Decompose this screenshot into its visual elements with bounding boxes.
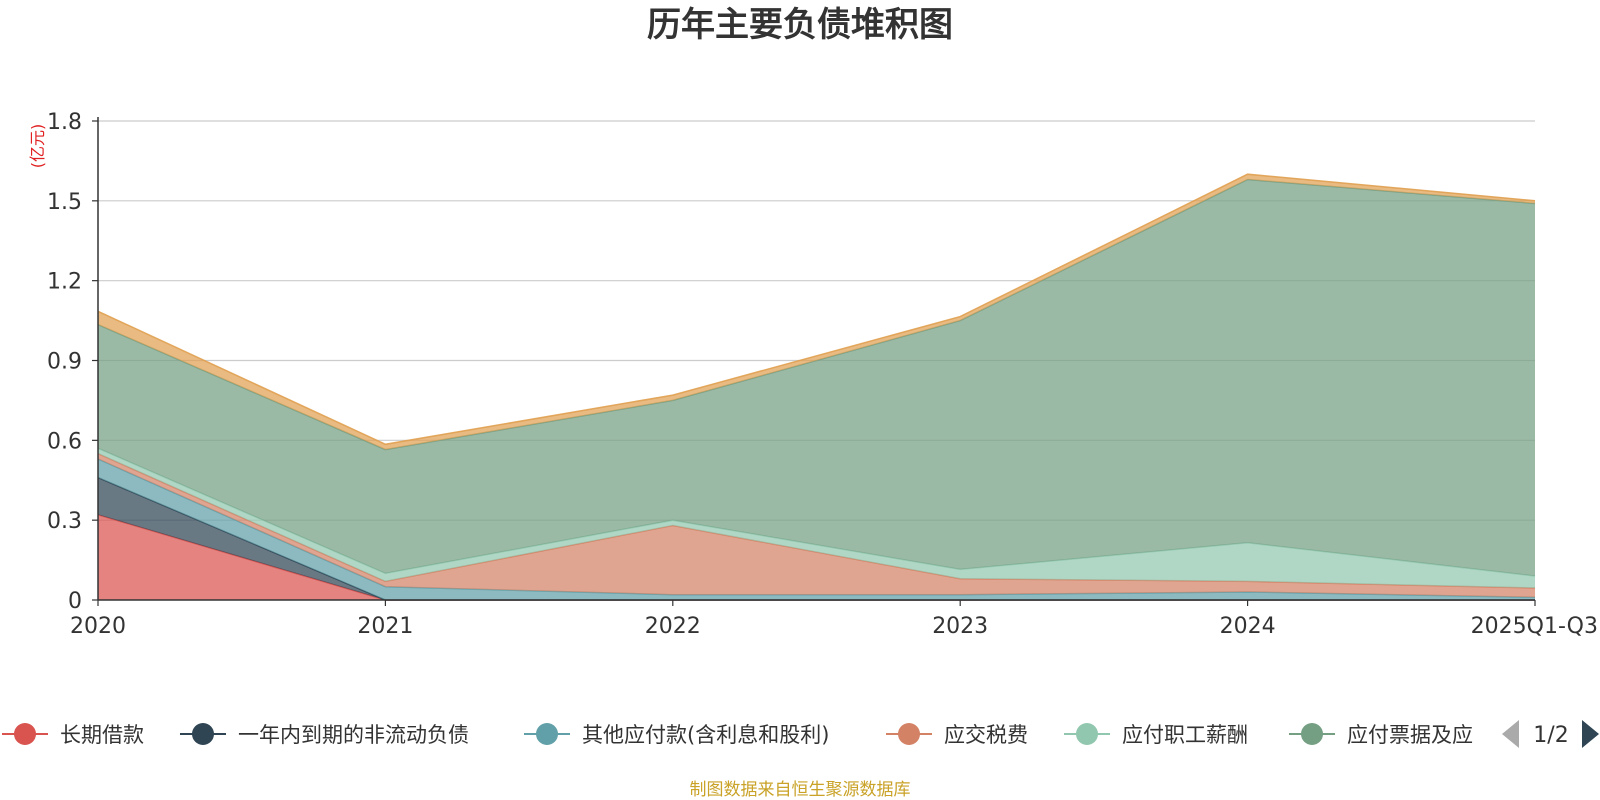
legend-label: 应付职工薪酬: [1122, 723, 1248, 747]
y-axis-unit: (亿元): [28, 124, 47, 169]
area-series-6: [98, 179, 1535, 576]
x-tick-label: 2020: [70, 614, 126, 639]
legend-marker: [1076, 723, 1098, 745]
legend-item[interactable]: 长期借款: [2, 723, 144, 747]
x-tick-label: 2025Q1-Q3: [1471, 614, 1598, 639]
area-series: [97, 173, 1536, 601]
legend-label: 长期借款: [60, 723, 144, 747]
legend-item[interactable]: 应付票据及应: [1289, 723, 1473, 747]
axes: 0 0.3 0.6 0.9 1.2 1.5 1.8 2020 2021 2022 2023 2024 2…: [47, 110, 1598, 639]
y-tick-label: 0: [68, 589, 82, 614]
y-tick-label: 1.8: [47, 110, 82, 135]
legend-label: 其他应付款(含利息和股利): [582, 723, 829, 747]
y-tick-label: 1.2: [47, 270, 82, 295]
y-tick-label: 0.9: [47, 350, 82, 375]
y-tick-label: 0.6: [47, 429, 82, 454]
legend-label: 一年内到期的非流动负债: [238, 723, 469, 747]
x-tick-label: 2023: [932, 614, 988, 639]
data-source-note: 制图数据来自恒生聚源数据库: [690, 780, 911, 800]
legend[interactable]: 长期借款 一年内到期的非流动负债 其他应付款(含利息和股利) 应交税费 应付职工薪酬 应付…: [2, 720, 1599, 748]
legend-item[interactable]: 一年内到期的非流动负债: [180, 723, 469, 747]
legend-marker: [192, 723, 214, 745]
legend-item[interactable]: 应付职工薪酬: [1064, 723, 1248, 747]
legend-page-indicator: 1/2: [1533, 723, 1568, 748]
area-series-1: [98, 514, 1535, 600]
area-series-5: [98, 448, 1535, 588]
legend-marker: [14, 723, 36, 745]
x-tick-label: 2022: [645, 614, 701, 639]
legend-marker: [1301, 723, 1323, 745]
y-tick-label: 0.3: [47, 509, 82, 534]
legend-next-arrow-icon[interactable]: [1582, 720, 1599, 748]
legend-item[interactable]: 应交税费: [886, 723, 1028, 747]
legend-label: 应付票据及应: [1347, 723, 1473, 747]
y-tick-label: 1.5: [47, 190, 82, 215]
chart-title: 历年主要负债堆积图: [647, 5, 953, 45]
x-tick-label: 2021: [357, 614, 413, 639]
legend-prev-arrow-icon[interactable]: [1502, 720, 1519, 748]
legend-label: 应交税费: [944, 723, 1028, 747]
legend-marker: [898, 723, 920, 745]
area-series-line-7: [97, 173, 1536, 446]
x-tick-label: 2024: [1220, 614, 1276, 639]
legend-item[interactable]: 其他应付款(含利息和股利): [524, 723, 829, 747]
area-series-4: [98, 453, 1535, 598]
legend-marker: [536, 723, 558, 745]
